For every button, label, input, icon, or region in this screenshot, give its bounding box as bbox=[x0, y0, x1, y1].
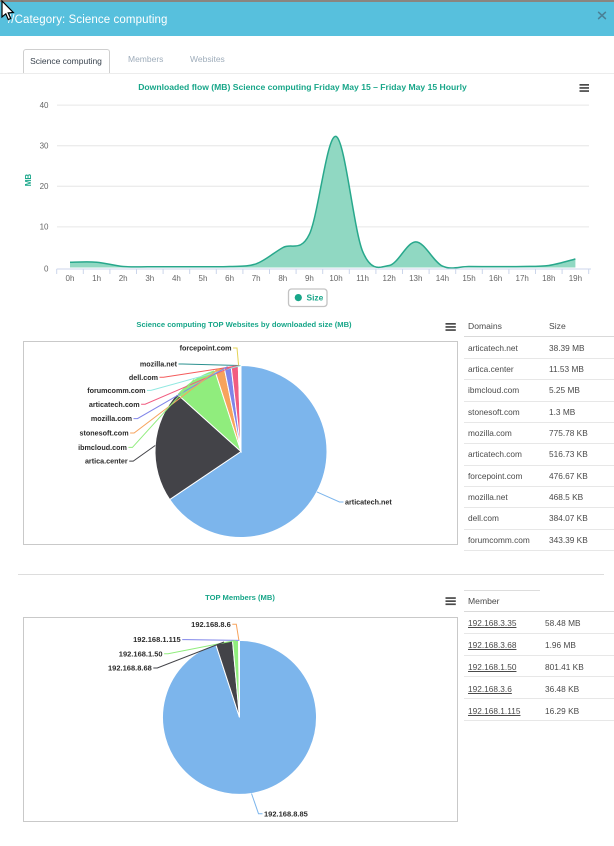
svg-text:10: 10 bbox=[40, 223, 49, 232]
svg-text:15h: 15h bbox=[462, 274, 475, 283]
svg-text:192.168.1.115: 192.168.1.115 bbox=[133, 635, 181, 644]
svg-text:192.168.8.6: 192.168.8.6 bbox=[191, 620, 231, 629]
svg-text:2h: 2h bbox=[119, 274, 128, 283]
svg-text:articatech.com: articatech.com bbox=[89, 400, 140, 409]
svg-text:12h: 12h bbox=[383, 274, 396, 283]
svg-text:TOP Members (MB): TOP Members (MB) bbox=[205, 593, 275, 602]
svg-text:30: 30 bbox=[40, 142, 49, 151]
svg-text:192.168.8.68: 192.168.8.68 bbox=[108, 664, 152, 673]
svg-text:MB: MB bbox=[24, 174, 33, 187]
svg-text:stonesoft.com: stonesoft.com bbox=[79, 429, 128, 438]
svg-text:20: 20 bbox=[40, 182, 49, 191]
svg-text:14h: 14h bbox=[436, 274, 449, 283]
svg-text:mozilla.com: mozilla.com bbox=[91, 414, 132, 423]
svg-text:16h: 16h bbox=[489, 274, 502, 283]
svg-text:Size: Size bbox=[307, 293, 324, 303]
svg-text:dell.com: dell.com bbox=[129, 373, 158, 382]
svg-text:192.168.1.50: 192.168.1.50 bbox=[119, 649, 163, 658]
svg-text:4h: 4h bbox=[172, 274, 181, 283]
svg-text:articatech.net: articatech.net bbox=[345, 498, 392, 507]
svg-text:18h: 18h bbox=[542, 274, 555, 283]
svg-text:19h: 19h bbox=[569, 274, 582, 283]
svg-text:Science computing TOP Websites: Science computing TOP Websites by downlo… bbox=[136, 320, 352, 329]
svg-text:artica.center: artica.center bbox=[85, 457, 128, 466]
svg-text:Downloaded flow (MB) Science c: Downloaded flow (MB) Science computing F… bbox=[138, 82, 467, 92]
svg-text:5h: 5h bbox=[199, 274, 208, 283]
svg-text:10h: 10h bbox=[329, 274, 342, 283]
svg-text:8h: 8h bbox=[278, 274, 287, 283]
svg-text:0h: 0h bbox=[66, 274, 75, 283]
svg-text:7h: 7h bbox=[252, 274, 261, 283]
svg-text:forcepoint.com: forcepoint.com bbox=[180, 344, 232, 353]
svg-text:17h: 17h bbox=[516, 274, 529, 283]
svg-text:11h: 11h bbox=[356, 274, 369, 283]
svg-text:13h: 13h bbox=[409, 274, 422, 283]
svg-text:mozilla.net: mozilla.net bbox=[140, 360, 178, 369]
svg-text:6h: 6h bbox=[225, 274, 234, 283]
svg-text:0: 0 bbox=[44, 264, 49, 273]
svg-text:3h: 3h bbox=[145, 274, 154, 283]
svg-text:ibmcloud.com: ibmcloud.com bbox=[78, 443, 127, 452]
svg-text:forumcomm.com: forumcomm.com bbox=[87, 386, 145, 395]
svg-text:40: 40 bbox=[40, 101, 49, 110]
svg-text:1h: 1h bbox=[92, 274, 101, 283]
svg-text:192.168.8.85: 192.168.8.85 bbox=[264, 809, 308, 818]
svg-text:9h: 9h bbox=[305, 274, 314, 283]
